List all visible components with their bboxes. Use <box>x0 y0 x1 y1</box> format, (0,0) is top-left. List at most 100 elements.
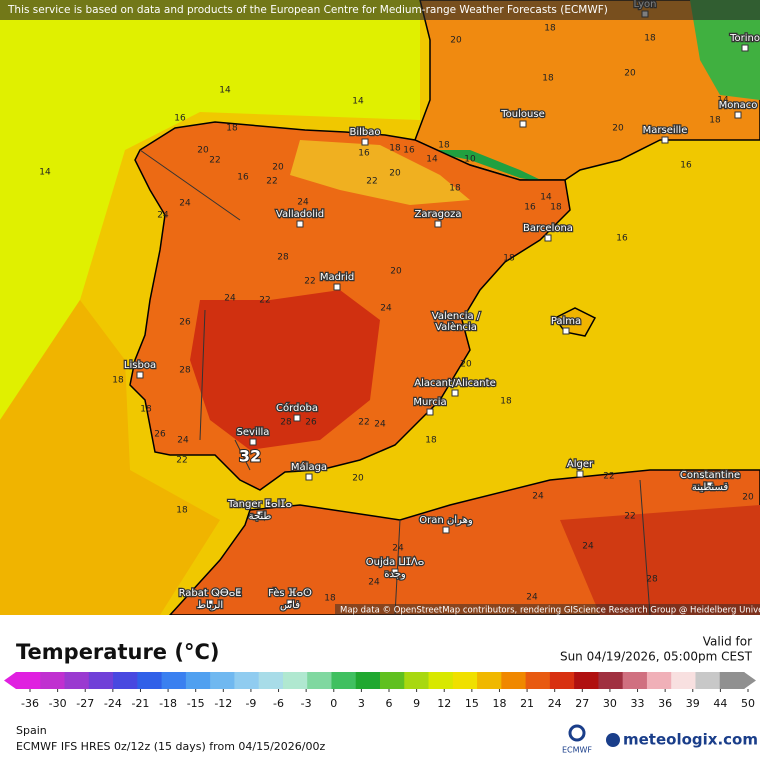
isotherm-label: 24 <box>526 593 538 603</box>
city-marker <box>741 44 749 52</box>
isotherm-label: 16 <box>524 203 536 213</box>
city-label: طنجة <box>249 511 272 522</box>
color-step <box>234 672 260 689</box>
tick-label: 9 <box>413 697 420 710</box>
color-step <box>210 672 235 689</box>
tick-label: 33 <box>631 697 645 710</box>
tick-label: -3 <box>301 697 312 710</box>
tick-label: 39 <box>686 697 700 710</box>
isotherm-label: 18 <box>112 376 124 386</box>
color-step <box>331 672 357 689</box>
tick-label: 15 <box>465 697 479 710</box>
tick-label: -27 <box>76 697 94 710</box>
color-step <box>622 672 648 689</box>
isotherm-label: 28 <box>280 418 292 428</box>
color-step <box>695 672 721 689</box>
color-step <box>380 672 405 689</box>
attribution: Map data © OpenStreetMap contributors, r… <box>340 606 760 616</box>
tick-label: -9 <box>245 697 256 710</box>
valid-time: Sun 04/19/2026, 05:00pm CEST <box>560 650 753 664</box>
isotherm-label: 20 <box>390 267 402 277</box>
city-label: Monaco <box>719 100 758 111</box>
isotherm-label: 26 <box>305 418 317 428</box>
city-label: Madrid <box>320 272 354 283</box>
isotherm-label: 18 <box>176 506 188 516</box>
isotherm-label: 22 <box>358 418 369 428</box>
arrow-left <box>4 672 16 689</box>
city-marker <box>661 136 669 144</box>
isotherm-label: 20 <box>612 124 624 134</box>
color-step <box>16 672 41 689</box>
isotherm-label: 20 <box>624 69 636 79</box>
isotherm-label: 18 <box>140 405 152 415</box>
city-marker <box>361 138 369 146</box>
color-step <box>525 672 551 689</box>
city-marker <box>249 438 257 446</box>
city-label: فاس <box>280 600 300 611</box>
isotherm-label: 20 <box>272 163 284 173</box>
alps <box>690 0 760 100</box>
city-marker <box>734 111 742 119</box>
color-step <box>598 672 624 689</box>
tick-label: -6 <box>273 697 284 710</box>
city-marker <box>576 470 584 478</box>
isotherm-label: 20 <box>742 493 754 503</box>
tick-label: -36 <box>21 697 39 710</box>
isotherm-label: 28 <box>277 253 289 263</box>
tick-label: 3 <box>358 697 365 710</box>
isotherm-label: 18 <box>500 397 512 407</box>
tick-label: 6 <box>386 697 393 710</box>
isotherm-label: 22 <box>624 512 635 522</box>
borders <box>139 149 651 615</box>
isotherm-label: 26 <box>154 430 166 440</box>
city-label: Valladolid <box>276 209 324 220</box>
tick-label: 24 <box>548 697 562 710</box>
city-label: Alacant/Alicante <box>414 378 495 389</box>
city-marker <box>286 599 294 607</box>
city-label: Oran وهران <box>419 515 473 526</box>
isotherm-label: 22 <box>304 277 315 287</box>
isotherm-label: 18 <box>449 184 461 194</box>
city-marker <box>434 220 442 228</box>
color-step <box>646 672 672 689</box>
isotherm-label: 24 <box>157 211 169 221</box>
isotherm-label: 18 <box>503 254 515 264</box>
color-step <box>501 672 527 689</box>
isotherm-label: 22 <box>603 472 614 482</box>
isotherm-label: 28 <box>179 366 191 376</box>
region: Spain <box>16 724 47 737</box>
tick-label: 0 <box>330 697 337 710</box>
city-label: Marseille <box>643 125 688 136</box>
isotherm-label: 16 <box>174 114 186 124</box>
city-label: València <box>435 321 477 333</box>
city-label: Barcelona <box>523 223 573 234</box>
attribution-bar <box>335 604 760 615</box>
city-label: Torino <box>729 33 760 44</box>
isotherm-label: 22 <box>176 456 187 466</box>
north-cooler <box>290 140 470 205</box>
isotherm-label: 24 <box>582 542 594 552</box>
tick-label: 18 <box>492 697 506 710</box>
isotherm-label: 16 <box>237 173 249 183</box>
tick-label: 44 <box>713 697 727 710</box>
map: 1414141618201818201814182016181614161018… <box>0 0 760 616</box>
tick-label: 12 <box>437 697 451 710</box>
city-label: Rabat ⵕⴱⴰⵟ <box>179 588 242 599</box>
city-label: Valencia / <box>432 311 481 322</box>
color-step <box>113 672 138 689</box>
isotherm-label: 22 <box>209 156 220 166</box>
color-step <box>477 672 502 689</box>
colorbar: -36 -30 -27 -24 -21 -18 -15 -12 -9 -6 -3 0 3 6 9 12 15 18… <box>4 672 756 710</box>
pyrenees <box>420 150 545 182</box>
isotherm-label: 14 <box>39 168 51 178</box>
city-label: Tanger ⵟⴰⵏⵊⴰ <box>227 499 292 510</box>
color-step <box>452 672 478 689</box>
city-label: Constantine <box>680 470 740 481</box>
max-label: 32 <box>239 447 261 466</box>
isotherm-label: 18 <box>226 124 238 134</box>
city-label: Oujda ⵡⵊⴷⴰ <box>366 557 425 568</box>
city-marker <box>562 327 570 335</box>
color-step <box>40 672 66 689</box>
city-marker <box>519 120 527 128</box>
notice: This service is based on data and produc… <box>7 4 608 16</box>
